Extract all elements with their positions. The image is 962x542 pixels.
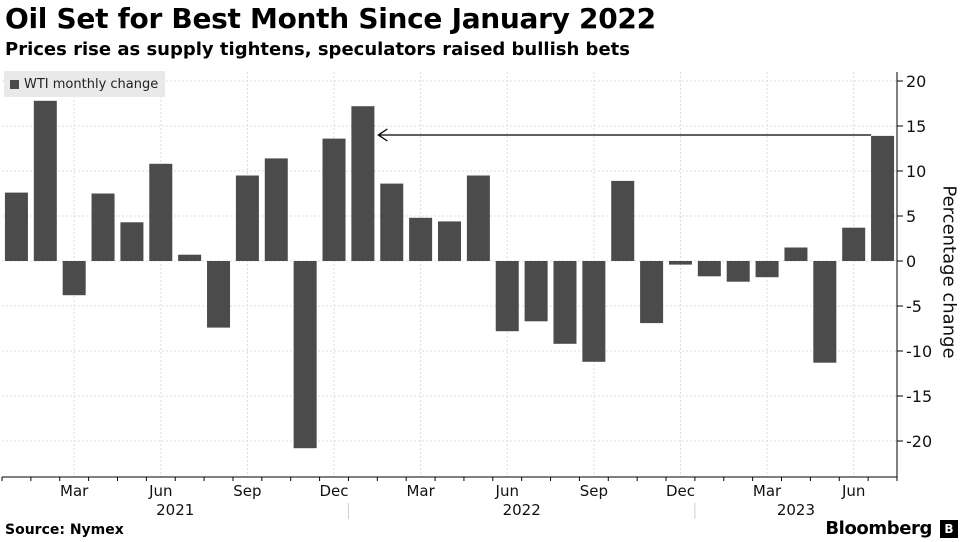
x-tick-label: Dec xyxy=(666,482,695,500)
bar xyxy=(582,261,606,362)
brand-icon: B xyxy=(940,520,958,538)
bar xyxy=(178,254,202,261)
bar xyxy=(755,261,779,278)
chart-title: Oil Set for Best Month Since January 202… xyxy=(5,2,656,35)
annotations xyxy=(377,128,872,142)
x-tick-label: Sep xyxy=(580,482,608,500)
bar xyxy=(842,227,866,261)
bar xyxy=(726,261,750,282)
bar xyxy=(264,158,288,261)
x-tick-label: Mar xyxy=(753,482,782,500)
bar xyxy=(409,217,433,261)
legend: WTI monthly change xyxy=(4,71,166,97)
bar xyxy=(813,261,837,363)
y-axis-title: Percentage change xyxy=(938,185,960,359)
bar xyxy=(495,261,519,332)
bar xyxy=(235,175,259,261)
x-tick-label: Mar xyxy=(60,482,89,500)
bar xyxy=(524,261,548,322)
brand-logo: Bloomberg xyxy=(825,518,932,539)
legend-label: WTI monthly change xyxy=(24,76,159,92)
bar xyxy=(4,192,28,261)
bar xyxy=(62,261,86,296)
bar xyxy=(640,261,664,324)
bar xyxy=(611,180,635,261)
year-label: 2023 xyxy=(777,501,815,519)
bar xyxy=(351,106,375,261)
y-tick-label: 5 xyxy=(906,207,916,226)
bar xyxy=(553,261,577,344)
axes: 20 15 10 5 0 -5 -10 -15 -20 Mar Jun Sep Dec Mar Jun Sep… xyxy=(1,72,932,519)
y-tick-label: -10 xyxy=(906,342,932,361)
y-tick-label: 15 xyxy=(906,117,926,136)
y-tick-label: 20 xyxy=(906,72,926,91)
source-note: Source: Nymex xyxy=(5,522,124,538)
y-tick-label: -5 xyxy=(906,297,922,316)
bar xyxy=(207,261,231,328)
year-label: 2021 xyxy=(156,501,194,519)
x-tick-label: Dec xyxy=(320,482,349,500)
bar xyxy=(438,221,461,261)
bar xyxy=(871,135,895,261)
bar xyxy=(33,100,57,261)
y-tick-label: 10 xyxy=(906,162,926,181)
bar xyxy=(322,138,346,261)
chart-subtitle: Prices rise as supply tightens, speculat… xyxy=(5,39,630,60)
legend-swatch xyxy=(10,79,19,89)
x-tick-label: Jun xyxy=(148,482,172,500)
bar-series xyxy=(4,100,895,449)
bar xyxy=(293,261,317,449)
bar xyxy=(697,261,721,277)
bar xyxy=(466,175,490,261)
annotation-arrowhead xyxy=(377,128,388,142)
gridlines xyxy=(2,72,897,477)
bar xyxy=(120,222,144,261)
x-tick-label: Mar xyxy=(406,482,435,500)
y-tick-label: -20 xyxy=(906,432,932,451)
bar xyxy=(380,183,404,261)
bar xyxy=(668,261,692,265)
x-tick-label: Jun xyxy=(495,482,519,500)
x-tick-label: Jun xyxy=(841,482,865,500)
y-tick-label: -15 xyxy=(906,387,932,406)
year-label: 2022 xyxy=(503,501,541,519)
y-tick-label: 0 xyxy=(906,252,916,271)
bar xyxy=(149,163,173,261)
bar xyxy=(91,193,115,261)
x-tick-label: Sep xyxy=(233,482,261,500)
bar xyxy=(784,247,808,261)
